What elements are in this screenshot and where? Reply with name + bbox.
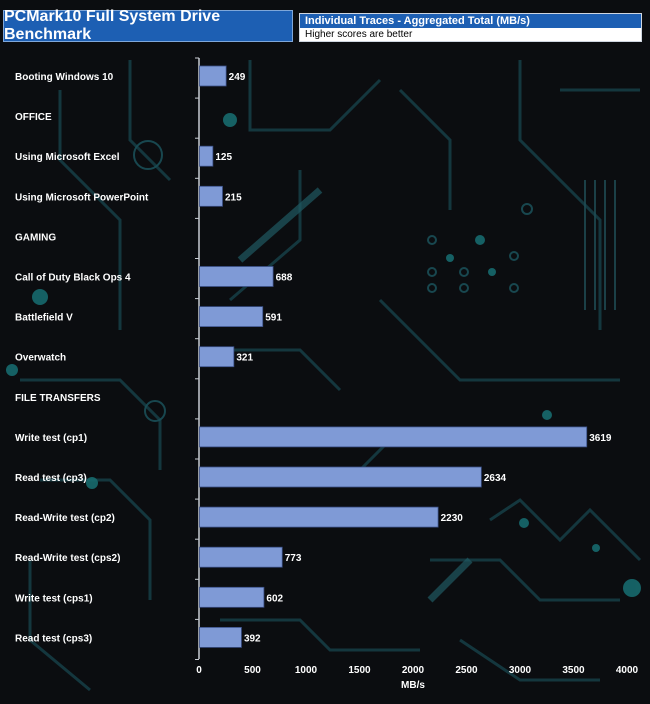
legend: Individual Traces - Aggregated Total (MB… [299, 13, 642, 42]
bar [199, 346, 235, 368]
category-label: Overwatch [15, 353, 66, 364]
bar [199, 145, 214, 167]
category-label: Write test (cp1) [15, 433, 87, 444]
data-label: 591 [265, 313, 282, 324]
bar [199, 546, 283, 568]
data-label: 392 [244, 633, 261, 644]
bar [199, 426, 588, 448]
bar [199, 185, 223, 207]
data-label: 125 [215, 152, 232, 163]
category-label: Read-Write test (cp2) [15, 513, 115, 524]
category-label: Booting Windows 10 [15, 72, 114, 83]
category-label: Write test (cps1) [15, 593, 93, 604]
x-tick-label: 3500 [562, 665, 585, 676]
bar [199, 306, 264, 328]
data-label: 2634 [484, 473, 507, 484]
x-tick-label: 3000 [509, 665, 532, 676]
bar [199, 466, 482, 488]
bar [199, 266, 274, 287]
x-axis-label: MB/s [401, 680, 425, 691]
chart-title: PCMark10 Full System Drive Benchmark [3, 8, 293, 43]
data-label: 321 [236, 353, 253, 364]
category-label: Read test (cps3) [15, 633, 92, 644]
data-label: 249 [229, 72, 246, 83]
data-label: 602 [266, 593, 283, 604]
x-tick-label: 2500 [455, 665, 478, 676]
category-label: FILE TRANSFERS [15, 393, 101, 404]
x-tick-label: 1000 [295, 665, 318, 676]
bar [199, 586, 265, 608]
category-label: OFFICE [15, 112, 52, 123]
bar [199, 627, 242, 648]
data-label: 2230 [441, 513, 464, 524]
category-label: Using Microsoft Excel [15, 152, 120, 163]
x-tick-label: 0 [196, 665, 202, 676]
data-label: 215 [225, 192, 242, 203]
x-tick-label: 2000 [402, 665, 425, 676]
bar [199, 506, 439, 528]
data-label: 773 [285, 553, 302, 564]
category-label: Read-Write test (cps2) [15, 553, 120, 564]
x-tick-label: 1500 [348, 665, 371, 676]
category-label: Using Microsoft PowerPoint [15, 192, 149, 203]
legend-note: Higher scores are better [300, 28, 641, 41]
category-label: Battlefield V [15, 313, 73, 324]
data-label: 688 [276, 273, 293, 284]
bar [199, 65, 227, 87]
x-tick-label: 500 [244, 665, 261, 676]
category-label: GAMING [15, 232, 56, 243]
category-label: Read test (cp3) [15, 473, 87, 484]
x-tick-label: 4000 [616, 665, 639, 676]
category-label: Call of Duty Black Ops 4 [15, 273, 131, 284]
data-label: 3619 [589, 433, 612, 444]
legend-series-label: Individual Traces - Aggregated Total (MB… [300, 14, 641, 28]
